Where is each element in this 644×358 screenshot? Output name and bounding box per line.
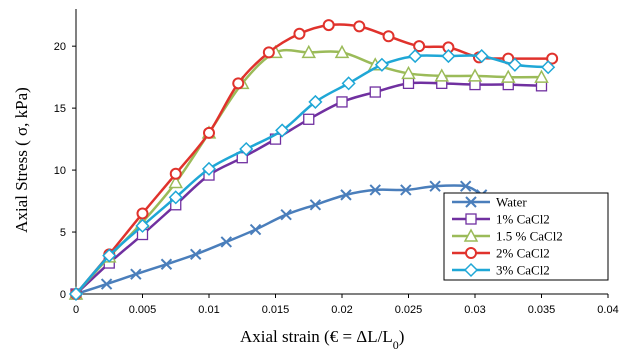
data-point bbox=[136, 207, 149, 220]
data-point bbox=[232, 77, 245, 90]
data-point bbox=[534, 69, 549, 83]
y-tick-label: 0 bbox=[60, 289, 66, 301]
data-point bbox=[340, 189, 352, 201]
data-point bbox=[236, 152, 248, 164]
data-point bbox=[353, 20, 366, 33]
data-point bbox=[467, 68, 483, 82]
data-point bbox=[465, 247, 477, 259]
data-point bbox=[130, 268, 142, 280]
legend-label: 1% CaCl2 bbox=[496, 212, 550, 227]
data-point bbox=[293, 27, 306, 40]
data-point bbox=[303, 113, 315, 125]
data-point bbox=[541, 60, 556, 75]
data-point bbox=[262, 46, 275, 59]
legend: Water 1% CaCl2 1.5 % CaCl2 2% CaCl2 3% CaCl2 bbox=[443, 192, 609, 281]
series-3-cacl2 bbox=[68, 49, 556, 302]
x-tick-label: 0.02 bbox=[331, 304, 352, 316]
x-axis-title: Axial strain (€ = ΔL/L0) bbox=[240, 327, 404, 352]
data-point bbox=[203, 126, 215, 139]
data-point bbox=[369, 86, 381, 98]
x-axis-title-subscript: 0 bbox=[393, 338, 399, 352]
data-point bbox=[168, 190, 183, 205]
data-point bbox=[309, 199, 322, 211]
y-tick-label: 10 bbox=[54, 165, 66, 177]
series-2-cacl2 bbox=[70, 19, 559, 300]
x-tick-label: 0 bbox=[73, 304, 79, 316]
data-point bbox=[189, 248, 202, 261]
y-tick-labels: 0 5 10 15 20 bbox=[54, 41, 66, 301]
data-point bbox=[463, 262, 479, 278]
data-point bbox=[280, 208, 292, 221]
y-tick-label: 5 bbox=[60, 227, 66, 239]
y-axis-title: Axial Stress ( σ, kPa) bbox=[12, 87, 31, 233]
x-tick-label: 0.04 bbox=[597, 304, 618, 316]
series-1-cacl2 bbox=[70, 77, 548, 300]
series-line bbox=[75, 23, 553, 295]
legend-label: 3% CaCl2 bbox=[496, 263, 550, 278]
x-axis-title-main: Axial strain (€ = ΔL/L bbox=[240, 327, 393, 346]
data-point bbox=[402, 77, 415, 89]
data-point bbox=[275, 123, 290, 138]
data-point bbox=[374, 57, 389, 72]
legend-item: 3% CaCl2 bbox=[452, 263, 550, 278]
data-point bbox=[68, 286, 84, 302]
data-point bbox=[160, 258, 173, 270]
data-point bbox=[546, 52, 559, 65]
data-point bbox=[465, 213, 477, 225]
data-point bbox=[308, 94, 323, 109]
legend-item: 1% CaCl2 bbox=[452, 212, 550, 227]
x-tick-label: 0.005 bbox=[129, 304, 157, 316]
data-point bbox=[100, 278, 113, 290]
x-axis-title-close: ) bbox=[399, 327, 405, 346]
data-point bbox=[459, 180, 472, 192]
x-tick-labels: 0 0.005 0.01 0.015 0.02 0.025 0.03 0.035 0.04 bbox=[73, 304, 619, 316]
data-point bbox=[168, 174, 184, 189]
series-water bbox=[70, 180, 488, 300]
data-point bbox=[463, 228, 479, 242]
legend-label: Water bbox=[496, 195, 527, 210]
data-point bbox=[401, 65, 416, 80]
data-point bbox=[400, 184, 412, 196]
data-point bbox=[135, 218, 150, 233]
data-point bbox=[334, 44, 350, 59]
x-tick-label: 0.025 bbox=[395, 304, 423, 316]
data-point bbox=[201, 161, 217, 176]
legend-item: 2% CaCl2 bbox=[452, 246, 550, 261]
data-point bbox=[249, 223, 262, 236]
data-point bbox=[169, 167, 182, 180]
x-tick-label: 0.01 bbox=[198, 304, 219, 316]
data-point bbox=[408, 49, 423, 64]
legend-item: Water bbox=[452, 195, 527, 210]
data-point bbox=[413, 40, 426, 53]
data-point bbox=[507, 57, 522, 72]
data-point bbox=[500, 69, 516, 83]
x-tick-label: 0.03 bbox=[464, 304, 485, 316]
data-point bbox=[429, 180, 441, 192]
data-point bbox=[341, 76, 356, 91]
data-point bbox=[474, 49, 489, 64]
data-point bbox=[441, 49, 456, 64]
y-tick-label: 20 bbox=[54, 41, 66, 53]
data-point bbox=[382, 30, 395, 43]
x-tick-label: 0.035 bbox=[528, 304, 556, 316]
x-tick-label: 0.015 bbox=[262, 304, 290, 316]
series-layer bbox=[68, 19, 559, 302]
data-point bbox=[336, 96, 348, 108]
data-point bbox=[465, 196, 477, 208]
data-point bbox=[220, 236, 232, 248]
legend-label: 2% CaCl2 bbox=[496, 246, 550, 261]
legend-label: 1.5 % CaCl2 bbox=[496, 229, 563, 244]
data-point bbox=[434, 68, 450, 82]
data-point bbox=[301, 44, 317, 59]
data-point bbox=[322, 19, 335, 32]
data-point bbox=[102, 248, 117, 263]
data-point bbox=[369, 184, 381, 196]
data-point bbox=[239, 141, 254, 157]
legend-item: 1.5 % CaCl2 bbox=[452, 228, 563, 244]
y-tick-label: 15 bbox=[54, 103, 66, 115]
